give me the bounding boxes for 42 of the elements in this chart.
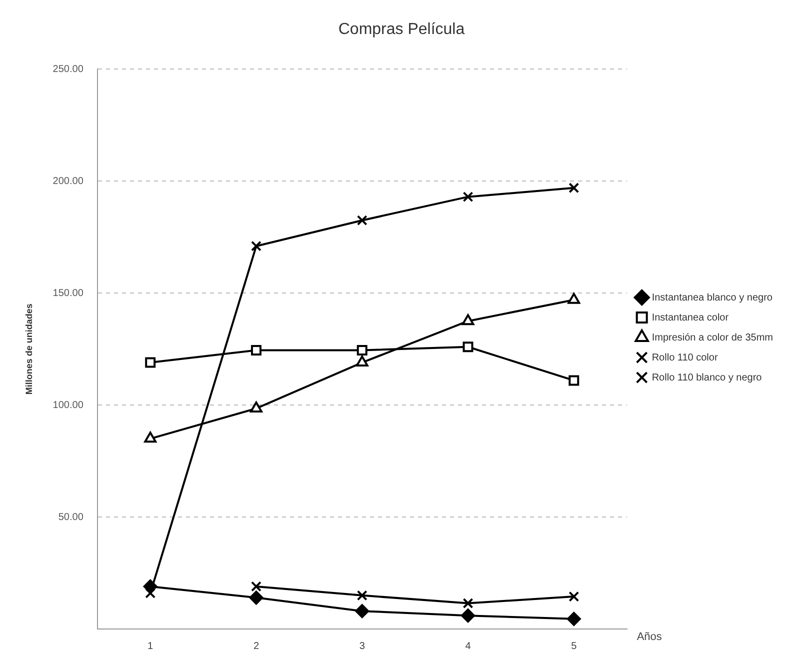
point: [143, 579, 158, 594]
y-axis-title: Millones de unidades: [24, 304, 34, 395]
y-tick-label: 200.00: [52, 176, 84, 187]
point: [462, 192, 474, 202]
point: [249, 590, 264, 605]
point: [145, 588, 156, 598]
point: [568, 292, 580, 304]
x-tick-label: 3: [359, 640, 366, 652]
point: [356, 344, 368, 356]
point: [461, 608, 476, 623]
point: [356, 215, 368, 226]
point: [250, 344, 262, 356]
legend-label: Impresión a color de 35mm: [652, 332, 774, 344]
point: [568, 375, 580, 386]
point: [462, 342, 474, 352]
legend-label: Instantanea blanco y negro: [652, 292, 773, 304]
point: [462, 598, 474, 608]
x-tick-label: 2: [253, 640, 260, 652]
y-tick-label: 250.00: [52, 64, 84, 75]
chart-title: Compras Película: [338, 21, 465, 38]
point: [250, 401, 262, 412]
x-tick-label: 4: [465, 640, 472, 652]
point: [566, 612, 581, 626]
y-tick-label: 150.00: [52, 288, 84, 299]
legend-label: Instantanea color: [652, 312, 730, 324]
point: [462, 314, 474, 326]
point: [356, 590, 368, 601]
point: [250, 240, 262, 252]
point: [355, 604, 370, 618]
y-tick-label: 100.00: [52, 400, 84, 411]
x-axis-title: Años: [636, 631, 662, 644]
point: [568, 182, 580, 194]
legend-label: Rollo 110 color: [652, 352, 718, 364]
x-tick-label: 5: [571, 640, 578, 652]
point: [145, 357, 156, 368]
point: [250, 581, 262, 592]
y-tick-label: 50.00: [58, 512, 84, 523]
point: [356, 356, 368, 367]
point: [568, 591, 580, 602]
x-tick-label: 1: [148, 640, 154, 652]
legend-label: Rollo 110 blanco y negro: [652, 372, 762, 384]
point: [144, 432, 157, 443]
